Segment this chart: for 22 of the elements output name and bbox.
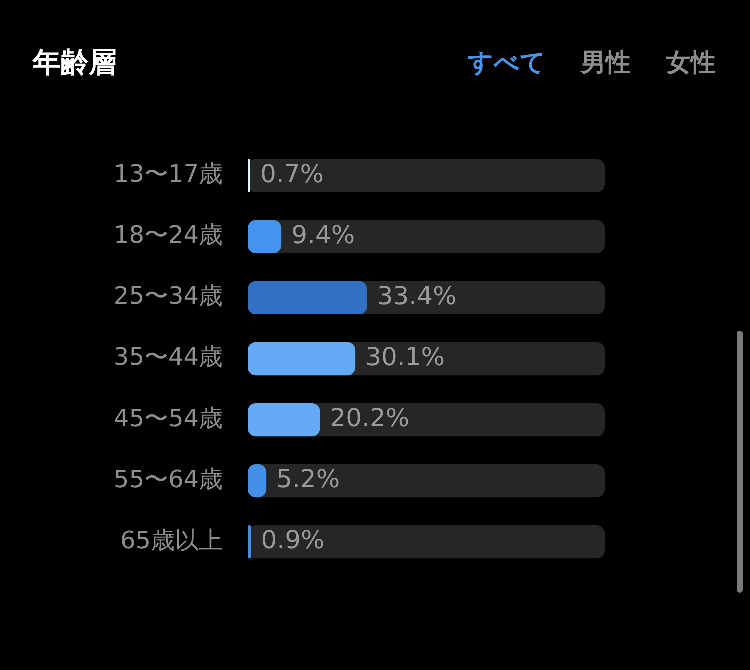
y-tick-label: 65歳以上 xyxy=(120,526,223,554)
bar xyxy=(248,403,320,437)
chart-title: 年齢層 xyxy=(33,45,117,81)
data-label: 0.7% xyxy=(260,159,324,188)
data-label: 20.2% xyxy=(330,404,410,433)
data-label: 9.4% xyxy=(292,220,356,250)
y-tick-label: 45〜54歳 xyxy=(114,404,223,432)
bar xyxy=(248,342,356,376)
text: すべて xyxy=(468,47,546,79)
bar xyxy=(248,220,282,254)
data-label: 33.4% xyxy=(377,281,457,310)
data-label: 5.2% xyxy=(276,464,340,494)
y-tick-label: 55〜64歳 xyxy=(114,465,223,494)
y-tick-label: 18〜24歳 xyxy=(114,221,223,250)
y-tick-label: 35〜44歳 xyxy=(114,343,223,372)
bar xyxy=(248,526,252,559)
data-label: 30.1% xyxy=(366,342,445,372)
text: 女性 xyxy=(666,47,716,79)
data-label: 0.9% xyxy=(261,526,325,555)
y-tick-label: 13〜17歳 xyxy=(114,160,223,188)
y-tick-label: 25〜34歳 xyxy=(114,282,223,310)
text: 男性 xyxy=(581,47,631,79)
